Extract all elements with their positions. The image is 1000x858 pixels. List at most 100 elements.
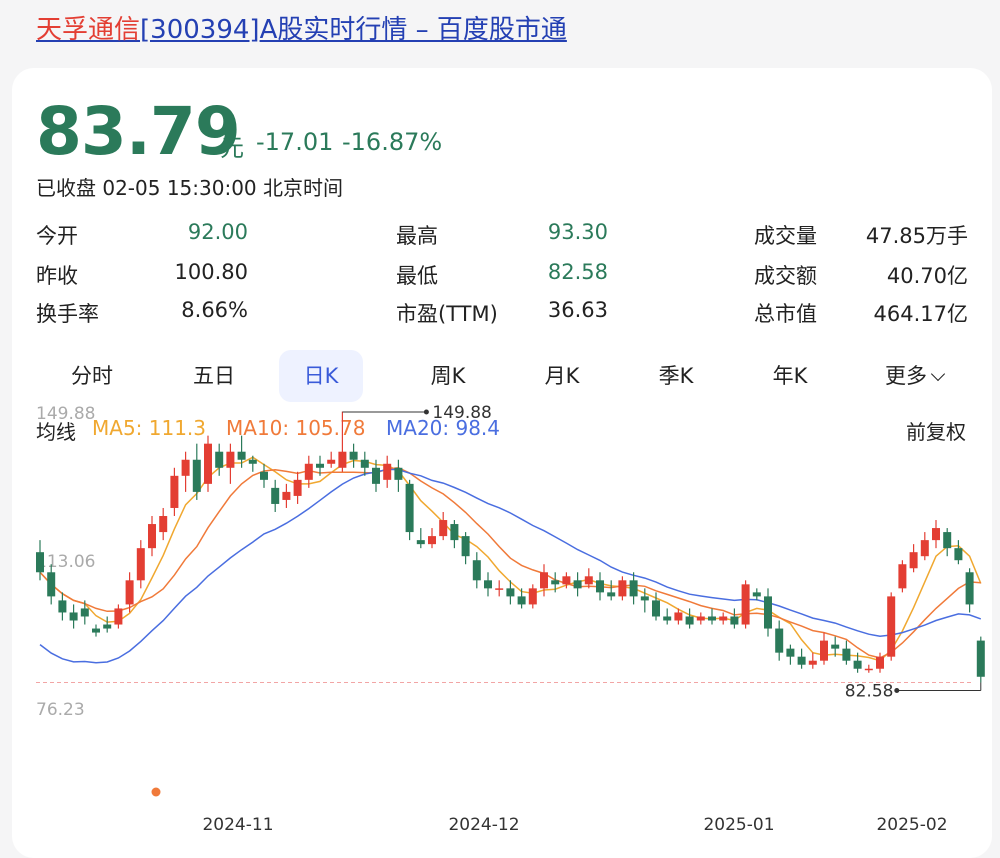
candle-body bbox=[898, 564, 907, 589]
y-tick-label: 113.06 bbox=[36, 552, 95, 572]
stat-label: 成交量 bbox=[754, 224, 817, 248]
stat-value: 93.30 bbox=[547, 220, 608, 244]
stat-value: 92.00 bbox=[187, 220, 248, 244]
candle-body bbox=[495, 588, 504, 590]
candle-body bbox=[730, 616, 739, 625]
candle-body bbox=[260, 471, 268, 480]
candle-body bbox=[618, 580, 627, 597]
candle-body bbox=[47, 572, 56, 597]
candle-body bbox=[159, 516, 168, 533]
current-price: 83.79 bbox=[36, 93, 241, 170]
stat-label: 市盈(TTM) bbox=[396, 302, 498, 326]
candle-body bbox=[607, 592, 616, 597]
candle-body bbox=[685, 616, 694, 625]
candlestick-chart[interactable]: 149.88 113.06 76.23 149.88 82.58 2024-11 2024-… bbox=[12, 68, 992, 851]
tab-yearly-k[interactable]: 年K bbox=[748, 350, 832, 402]
candle-body bbox=[775, 628, 784, 653]
candle-body bbox=[372, 467, 380, 484]
ma10-line bbox=[39, 467, 981, 659]
stat-label: 换手率 bbox=[36, 302, 99, 326]
title-stock-code: [300394] bbox=[140, 15, 260, 45]
candle-body bbox=[125, 580, 134, 605]
candle-body bbox=[629, 580, 638, 597]
tab-monthly-k[interactable]: 月K bbox=[520, 350, 604, 402]
price-unit: 元 bbox=[220, 134, 244, 162]
candle-body bbox=[584, 576, 593, 585]
candle-body bbox=[237, 451, 246, 460]
candle-body bbox=[103, 624, 112, 629]
stat-value: 36.63 bbox=[547, 298, 608, 322]
tab-more[interactable]: 更多 bbox=[866, 350, 962, 402]
candle-body bbox=[170, 475, 179, 508]
candle-body bbox=[797, 656, 806, 665]
candle-body bbox=[58, 600, 67, 613]
stat-label: 昨收 bbox=[36, 264, 78, 288]
stat-value: 40.70亿 bbox=[886, 264, 968, 288]
candle-body bbox=[69, 612, 78, 621]
title-suffix: A股实时行情 – 百度股市通 bbox=[259, 15, 567, 45]
candle-body bbox=[304, 463, 313, 480]
candle-body bbox=[540, 572, 548, 589]
ma5-value: MA5: 111.3 bbox=[92, 416, 207, 440]
tab-quarterly-k[interactable]: 季K bbox=[634, 350, 718, 402]
candle-body bbox=[920, 540, 929, 557]
candle-body bbox=[484, 580, 492, 589]
candle-body bbox=[954, 548, 963, 561]
x-tick-label: 2025-01 bbox=[703, 815, 774, 835]
x-tick-label: 2024-11 bbox=[202, 815, 273, 835]
candle-body bbox=[752, 592, 761, 597]
candle-body bbox=[136, 548, 145, 581]
candle-body bbox=[36, 552, 44, 573]
y-tick-label: 76.23 bbox=[36, 700, 85, 720]
adjust-toggle[interactable]: 前复权 bbox=[906, 420, 966, 444]
tab-label: 年K bbox=[772, 364, 808, 388]
candle-body bbox=[349, 451, 358, 460]
stat-label: 总市值 bbox=[754, 302, 817, 326]
candle-body bbox=[114, 608, 123, 625]
candle-body bbox=[943, 532, 952, 549]
period-tabs: 分时 五日 日K 周K 月K 季K 年K 更多 bbox=[22, 350, 982, 402]
candle-body bbox=[887, 596, 896, 657]
event-marker-dot[interactable] bbox=[151, 787, 161, 797]
candle-body bbox=[282, 491, 291, 500]
stat-label: 今开 bbox=[36, 224, 78, 248]
tab-label: 日K bbox=[303, 364, 339, 388]
stat-value: 47.85万手 bbox=[865, 224, 968, 248]
candle-body bbox=[405, 483, 414, 533]
page-title-link[interactable]: 天孚通信[300394]A股实时行情 – 百度股市通 bbox=[36, 10, 567, 50]
candle-body bbox=[428, 536, 436, 545]
x-tick-label: 2025-02 bbox=[876, 815, 947, 835]
candle-body bbox=[506, 588, 515, 597]
candle-body bbox=[853, 660, 862, 669]
candle-body bbox=[360, 459, 369, 468]
tab-intraday[interactable]: 分时 bbox=[50, 350, 134, 402]
candle-body bbox=[831, 644, 840, 649]
tab-label: 更多 bbox=[885, 364, 927, 388]
stat-value: 464.17亿 bbox=[873, 302, 968, 326]
tab-label: 分时 bbox=[71, 364, 113, 388]
candle-body bbox=[215, 451, 224, 468]
min-price-label: 82.58 bbox=[845, 681, 894, 701]
ma-label: 均线 bbox=[36, 420, 76, 444]
ma20-line bbox=[39, 468, 982, 664]
candle-body bbox=[932, 528, 940, 541]
candle-body bbox=[416, 540, 425, 545]
candle-body bbox=[394, 467, 403, 480]
tab-five-day[interactable]: 五日 bbox=[172, 350, 256, 402]
page-title-anchor[interactable]: 天孚通信[300394]A股实时行情 – 百度股市通 bbox=[36, 15, 567, 45]
candle-body bbox=[864, 668, 873, 671]
ma20-value: MA20: 98.4 bbox=[386, 416, 501, 440]
candle-body bbox=[652, 600, 660, 617]
tab-daily-k[interactable]: 日K bbox=[279, 350, 363, 402]
candle-body bbox=[450, 524, 459, 541]
candle-body bbox=[271, 487, 280, 504]
candle-body bbox=[192, 459, 201, 492]
candle-body bbox=[663, 616, 672, 621]
max-price-label: 149.88 bbox=[432, 403, 491, 423]
candle-body bbox=[573, 580, 582, 589]
tab-weekly-k[interactable]: 周K bbox=[406, 350, 490, 402]
stat-label: 最低 bbox=[396, 264, 438, 288]
candle-body bbox=[808, 660, 817, 665]
candle-body bbox=[327, 459, 336, 464]
candle-body bbox=[472, 560, 481, 581]
